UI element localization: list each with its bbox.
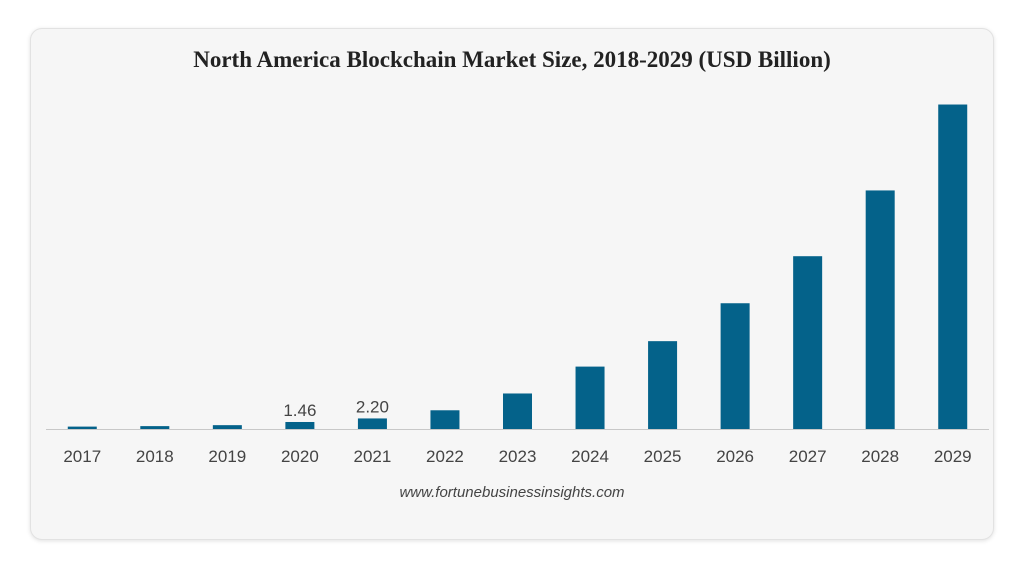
bar-chart: 2017 2018 2019 2020 1.46 2021 2.20 2022 2023 2024… bbox=[46, 104, 989, 466]
bar-2020 bbox=[285, 421, 315, 429]
data-label-2020: 1.46 bbox=[283, 401, 316, 420]
bar-2029 bbox=[938, 104, 968, 430]
x-tick-label-2024: 2024 bbox=[571, 447, 609, 466]
x-tick-label-2028: 2028 bbox=[861, 447, 899, 466]
bar-2018 bbox=[140, 426, 170, 429]
chart-title: North America Blockchain Market Size, 20… bbox=[193, 47, 831, 72]
x-tick-label-2025: 2025 bbox=[644, 447, 682, 466]
x-tick-label-2027: 2027 bbox=[789, 447, 827, 466]
bar-2025 bbox=[648, 341, 678, 429]
data-label-2021: 2.20 bbox=[356, 397, 389, 416]
bar-2017 bbox=[67, 426, 97, 429]
source-credit: www.fortunebusinessinsights.com bbox=[399, 484, 625, 501]
x-tick-label-2018: 2018 bbox=[136, 447, 174, 466]
x-tick-label-2019: 2019 bbox=[208, 447, 246, 466]
bar-2026 bbox=[720, 303, 750, 429]
chart-card: North America Blockchain Market Size, 20… bbox=[30, 28, 994, 540]
bar-2019 bbox=[212, 425, 242, 429]
x-tick-label-2020: 2020 bbox=[281, 447, 319, 466]
x-tick-label-2023: 2023 bbox=[499, 447, 537, 466]
x-tick-label-2021: 2021 bbox=[354, 447, 392, 466]
bar-2024 bbox=[575, 366, 605, 429]
bar-2021 bbox=[357, 418, 387, 429]
bar-2022 bbox=[430, 410, 460, 429]
x-tick-label-2026: 2026 bbox=[716, 447, 754, 466]
bar-2027 bbox=[793, 256, 823, 429]
bar-2023 bbox=[503, 393, 532, 429]
x-tick-label-2022: 2022 bbox=[426, 447, 464, 466]
bar-2028 bbox=[865, 190, 895, 429]
x-tick-label-2017: 2017 bbox=[63, 447, 101, 466]
x-tick-label-2029: 2029 bbox=[934, 447, 972, 466]
